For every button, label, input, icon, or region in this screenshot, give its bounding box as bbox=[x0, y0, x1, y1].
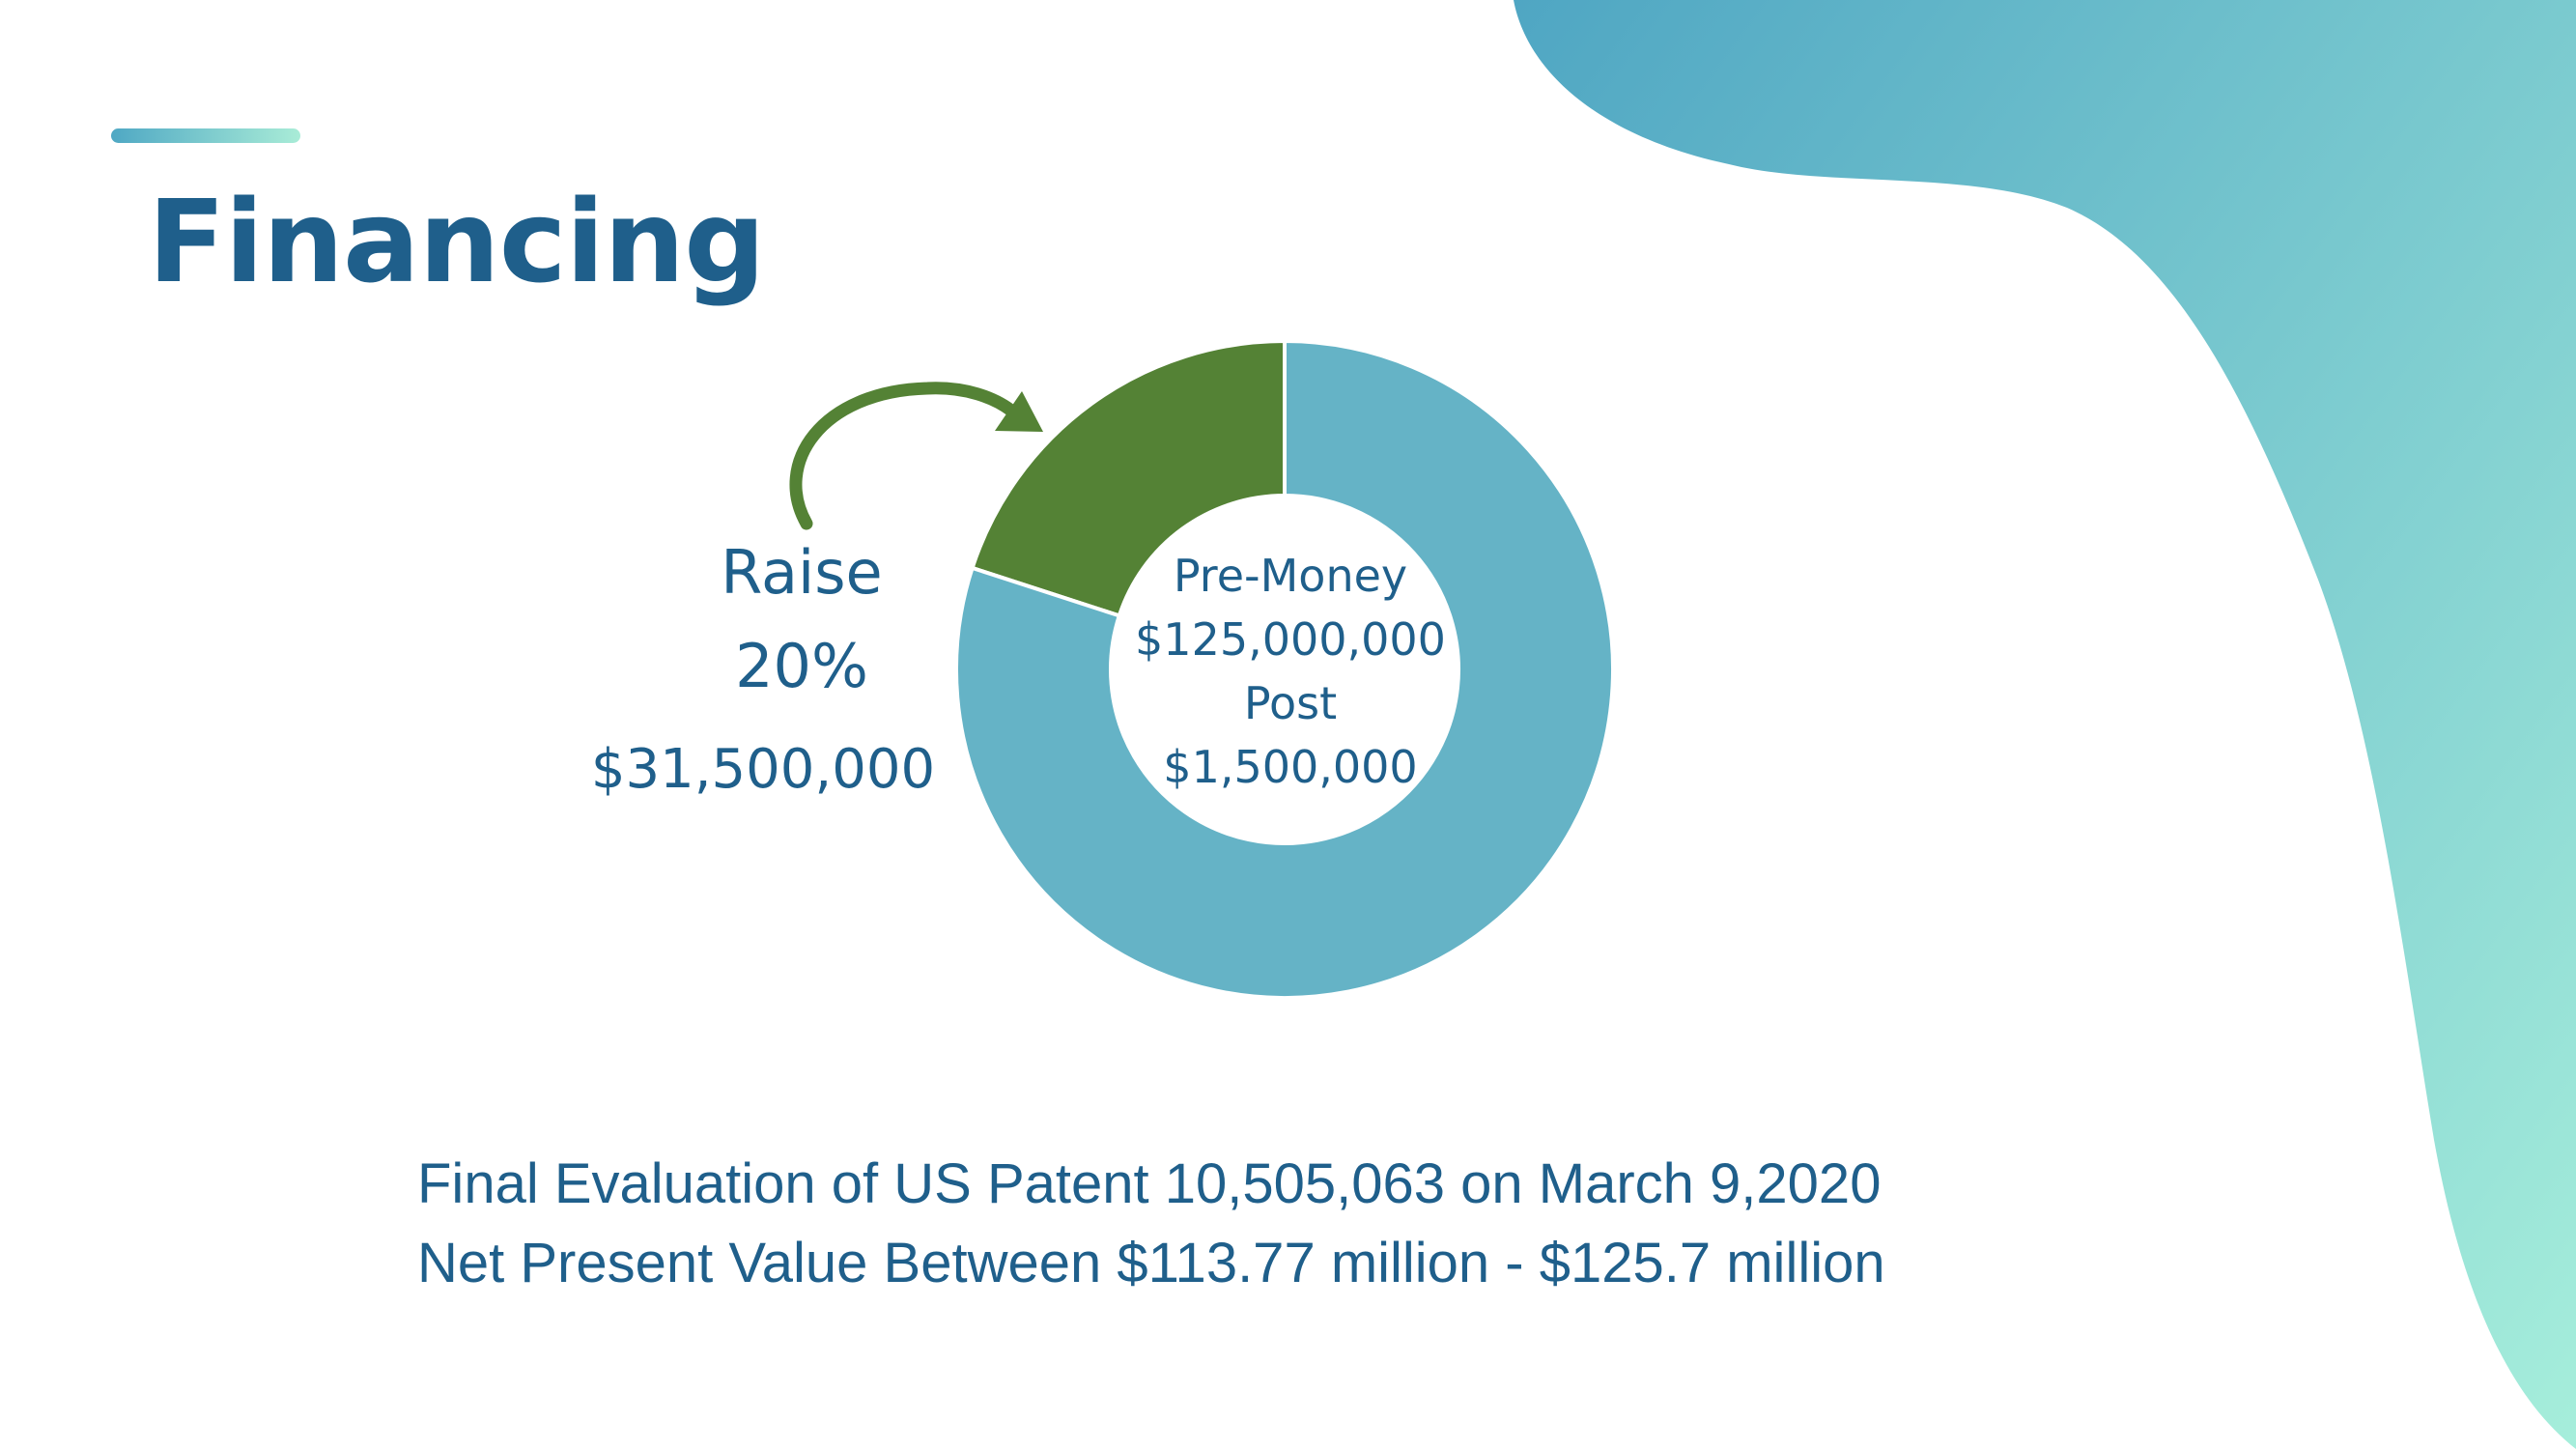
raise-arrow-head bbox=[995, 391, 1043, 432]
footer-text: Final Evaluation of US Patent 10,505,063… bbox=[417, 1145, 1885, 1303]
title-accent-bar bbox=[111, 128, 300, 143]
raise-percent: 20% bbox=[735, 631, 868, 701]
donut-slice-pre-money bbox=[953, 338, 1615, 1000]
raise-amount: $31,500,000 bbox=[590, 738, 936, 801]
donut-slice-raise bbox=[970, 338, 1287, 618]
raise-label: Raise bbox=[721, 537, 883, 608]
npv-line: Net Present Value Between $113.77 millio… bbox=[417, 1232, 1885, 1294]
post-label: Post bbox=[1243, 677, 1338, 729]
pre-money-value: $125,000,000 bbox=[1135, 613, 1446, 666]
donut-center-text: Pre-Money $125,000,000 Post $1,500,000 bbox=[1107, 544, 1474, 799]
page-title: Financing bbox=[148, 175, 766, 308]
post-value: $1,500,000 bbox=[1163, 741, 1418, 793]
background-wave-shape bbox=[1514, 0, 2576, 1449]
pre-money-label: Pre-Money bbox=[1173, 550, 1408, 602]
raise-arrow-curve bbox=[789, 382, 1018, 530]
patent-evaluation-line: Final Evaluation of US Patent 10,505,063… bbox=[417, 1152, 1882, 1215]
